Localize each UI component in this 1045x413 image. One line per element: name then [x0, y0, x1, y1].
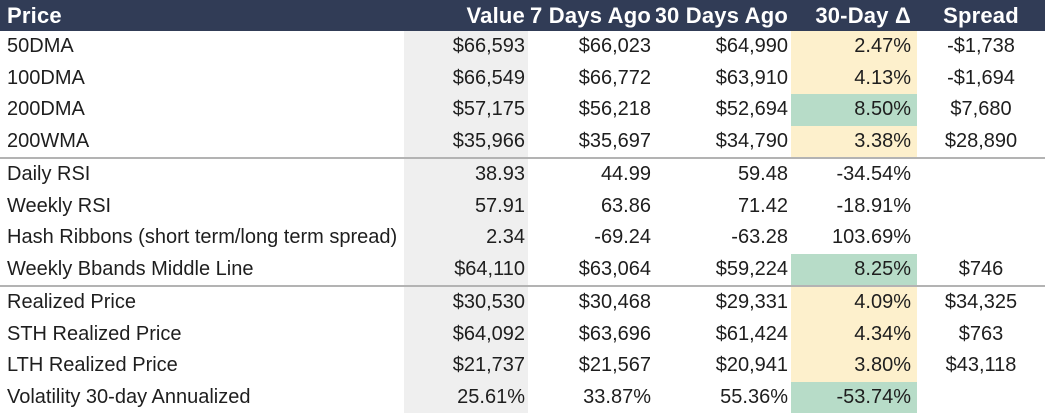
spread-cell: $28,890 — [944, 129, 1018, 152]
delta-cell: 4.34% — [791, 318, 917, 350]
table-header-row: Price Value 7 Days Ago 30 Days Ago 30-Da… — [0, 0, 1045, 31]
delta-cell: 3.38% — [791, 125, 917, 157]
days30-cell: $59,224 — [715, 257, 788, 280]
days30-cell: $20,941 — [715, 354, 788, 377]
row-label: Weekly RSI — [7, 194, 112, 217]
spread-cell — [917, 382, 1045, 413]
days7-cell: $56,218 — [578, 98, 651, 121]
table-row: Daily RSI 38.93 44.99 59.48 -34.54% — [0, 157, 1045, 191]
days7-cell: 44.99 — [600, 163, 651, 186]
row-label: Hash Ribbons (short term/long term sprea… — [7, 226, 398, 249]
col-header-30-days-ago: 30 Days Ago — [656, 2, 788, 28]
value-cell: 25.61% — [404, 381, 528, 413]
days30-cell: $52,694 — [715, 98, 788, 121]
value-cell: $35,966 — [404, 125, 528, 157]
days7-cell: $35,697 — [578, 129, 651, 152]
days30-cell: $29,331 — [715, 291, 788, 314]
days30-cell: 55.36% — [720, 385, 788, 408]
value-cell: $30,530 — [404, 287, 528, 319]
delta-cell: 2.47% — [791, 31, 917, 63]
days30-cell: $64,990 — [715, 35, 788, 58]
delta-cell: 8.50% — [791, 94, 917, 126]
days7-cell: $63,696 — [578, 322, 651, 345]
spread-cell — [917, 222, 1045, 254]
days7-cell: 63.86 — [600, 194, 651, 217]
value-cell: $64,110 — [404, 253, 528, 285]
value-cell: 57.91 — [404, 190, 528, 222]
table-row: 50DMA $66,593 $66,023 $64,990 2.47% -$1,… — [0, 31, 1045, 63]
row-label: Realized Price — [7, 291, 136, 314]
col-header-price: Price — [7, 2, 62, 28]
days7-cell: $30,468 — [578, 291, 651, 314]
table-row: Realized Price $30,530 $30,468 $29,331 4… — [0, 285, 1045, 319]
delta-cell: 3.80% — [791, 350, 917, 382]
col-header-value: Value — [466, 2, 525, 28]
delta-cell: 103.69% — [832, 226, 911, 249]
days7-cell: -69.24 — [594, 226, 651, 249]
table-row: STH Realized Price $64,092 $63,696 $61,4… — [0, 318, 1045, 350]
row-label: STH Realized Price — [7, 322, 182, 345]
days30-cell: $63,910 — [715, 66, 788, 89]
days7-cell: $66,023 — [578, 35, 651, 58]
col-header-30-day-delta: 30-Day Δ — [815, 2, 911, 28]
table-row: 200WMA $35,966 $35,697 $34,790 3.38% $28… — [0, 125, 1045, 157]
col-header-spread: Spread — [943, 2, 1019, 28]
col-header-7-days-ago: 7 Days Ago — [529, 2, 651, 28]
value-cell: $64,092 — [404, 318, 528, 350]
row-label: 200DMA — [7, 98, 85, 121]
row-label: Weekly Bbands Middle Line — [7, 257, 254, 280]
spread-cell: $34,325 — [944, 291, 1018, 314]
days30-cell: 59.48 — [737, 163, 788, 186]
days30-cell: -63.28 — [731, 226, 788, 249]
table-row: 100DMA $66,549 $66,772 $63,910 4.13% -$1… — [0, 62, 1045, 94]
spread-cell: -$1,694 — [947, 66, 1015, 89]
delta-cell: 4.13% — [791, 62, 917, 94]
days7-cell: $66,772 — [578, 66, 651, 89]
table-row: Weekly Bbands Middle Line $64,110 $63,06… — [0, 253, 1045, 285]
row-label: Daily RSI — [7, 163, 91, 186]
days7-cell: $21,567 — [578, 354, 651, 377]
table-row: 200DMA $57,175 $56,218 $52,694 8.50% $7,… — [0, 94, 1045, 126]
value-cell: $66,549 — [404, 62, 528, 94]
table-row: Volatility 30-day Annualized 25.61% 33.8… — [0, 381, 1045, 413]
days7-cell: $63,064 — [578, 257, 651, 280]
days7-cell: 33.87% — [583, 385, 651, 408]
value-cell: $66,593 — [404, 31, 528, 63]
delta-cell: -53.74% — [791, 381, 917, 413]
days30-cell: $61,424 — [715, 322, 788, 345]
spread-cell: -$1,738 — [947, 35, 1015, 58]
table-row: Weekly RSI 57.91 63.86 71.42 -18.91% — [0, 190, 1045, 223]
table-row: Hash Ribbons (short term/long term sprea… — [0, 222, 1045, 254]
value-cell: $57,175 — [404, 94, 528, 126]
row-label: LTH Realized Price — [7, 354, 178, 377]
delta-cell: 4.09% — [791, 287, 917, 319]
days30-cell: 71.42 — [737, 194, 788, 217]
table-row: LTH Realized Price $21,737 $21,567 $20,9… — [0, 350, 1045, 382]
value-cell: 38.93 — [404, 159, 528, 191]
delta-cell: -18.91% — [836, 194, 912, 217]
spread-cell: $746 — [958, 257, 1004, 280]
row-label: 200WMA — [7, 129, 90, 152]
delta-cell: 8.25% — [791, 253, 917, 285]
row-label: Volatility 30-day Annualized — [7, 385, 251, 408]
value-cell: 2.34 — [404, 222, 528, 254]
spread-cell — [917, 191, 1045, 223]
spread-cell: $763 — [958, 322, 1004, 345]
row-label: 100DMA — [7, 66, 85, 89]
delta-cell: -34.54% — [836, 163, 912, 186]
spread-cell: $43,118 — [945, 354, 1017, 377]
value-cell: $21,737 — [404, 350, 528, 382]
spread-cell — [917, 159, 1045, 191]
row-label: 50DMA — [7, 35, 74, 58]
spread-cell: $7,680 — [950, 98, 1012, 121]
days30-cell: $34,790 — [715, 129, 788, 152]
